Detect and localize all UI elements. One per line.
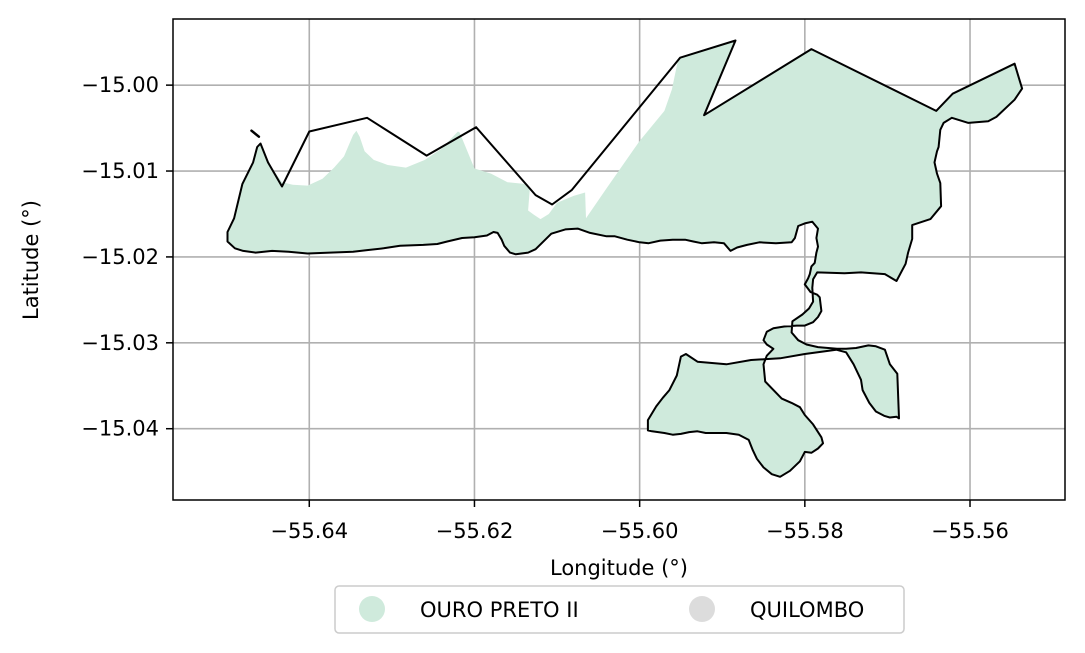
x-tick-label-2: −55.60 xyxy=(601,519,679,543)
x-tick-label-3: −55.58 xyxy=(766,519,844,543)
legend-label-quilombo: QUILOMBO xyxy=(750,598,864,622)
y-tick-label-4: −15.04 xyxy=(81,417,159,441)
legend-swatch-quilombo xyxy=(689,596,715,622)
x-tick-label-0: −55.64 xyxy=(270,519,348,543)
y-tick-label-3: −15.03 xyxy=(81,331,159,355)
y-tick-label-0: −15.00 xyxy=(81,73,159,97)
region-outline xyxy=(226,39,1024,478)
plot-background xyxy=(173,19,1065,500)
x-axis-ticks: −55.64 −55.62 −55.60 −55.58 −55.56 xyxy=(270,500,1009,543)
outline-fragment xyxy=(250,129,261,138)
x-tick-label-4: −55.56 xyxy=(931,519,1009,543)
x-tick-label-1: −55.62 xyxy=(436,519,514,543)
region-ouro-preto-ii xyxy=(227,40,1023,477)
legend: OURO PRETO II QUILOMBO xyxy=(334,585,905,634)
legend-swatch-ouro-preto-ii xyxy=(359,596,385,622)
legend-label-ouro-preto-ii: OURO PRETO II xyxy=(420,598,579,622)
plot-area xyxy=(172,18,1066,501)
y-axis-ticks: −15.00 −15.01 −15.02 −15.03 −15.04 xyxy=(81,73,173,441)
legend-frame xyxy=(334,585,905,634)
y-tick-label-1: −15.01 xyxy=(81,159,159,183)
plot-frame xyxy=(172,18,1066,501)
y-tick-label-2: −15.02 xyxy=(81,245,159,269)
y-axis-label: Latitude (°) xyxy=(19,200,43,320)
x-axis-label: Longitude (°) xyxy=(550,556,688,580)
